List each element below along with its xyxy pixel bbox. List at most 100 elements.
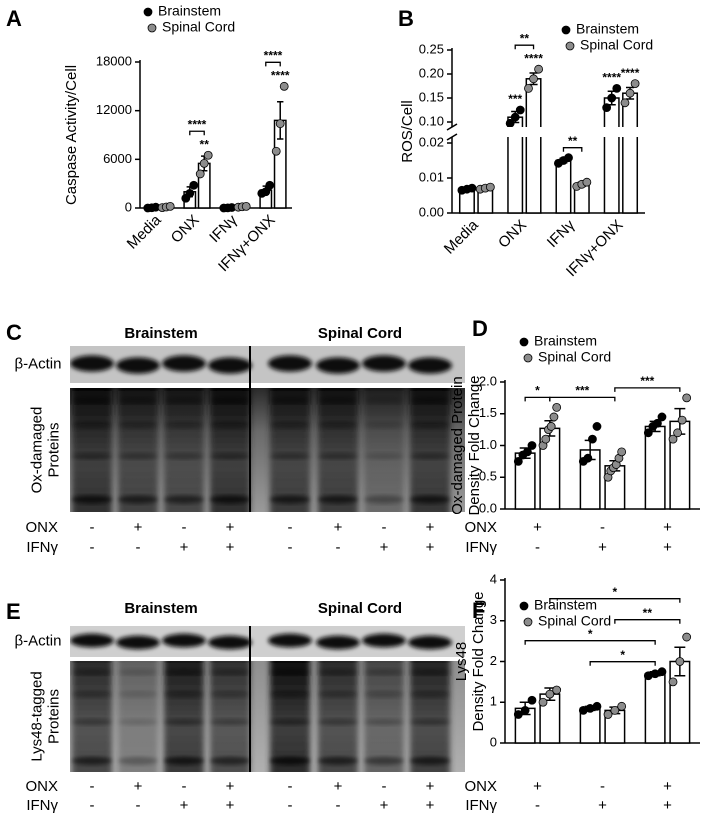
protein-band <box>210 691 250 698</box>
actin-band <box>162 633 206 648</box>
protein-band <box>72 397 112 404</box>
y-tick-label: 0.25 <box>419 41 444 56</box>
significance-label: ** <box>200 137 210 151</box>
panel-letter: E <box>6 599 21 624</box>
panel-letter: C <box>6 320 22 345</box>
protein-lane <box>410 388 450 512</box>
data-point <box>199 158 209 168</box>
condition-sign: + <box>663 778 672 795</box>
data-point <box>529 74 538 84</box>
y-axis-label: ROS/Cell <box>399 100 416 163</box>
data-point <box>538 697 548 707</box>
protein-band <box>410 397 450 404</box>
data-point <box>657 412 667 422</box>
legend-label: Brainstem <box>534 333 597 349</box>
data-point <box>610 706 620 715</box>
condition-label: IFNγ <box>465 539 497 556</box>
y-tick-label: 0.02 <box>419 134 444 149</box>
actin-band <box>116 357 160 374</box>
protein-band <box>270 691 310 698</box>
legend-marker <box>523 617 533 627</box>
protein-band <box>364 691 404 698</box>
row-label: Proteins <box>45 689 62 744</box>
condition-sign: + <box>134 778 143 795</box>
protein-lane <box>164 388 204 512</box>
condition-sign: + <box>533 778 542 795</box>
data-point <box>607 93 617 103</box>
data-point <box>630 79 640 88</box>
data-point <box>513 710 523 719</box>
significance-bracket <box>189 130 205 136</box>
significance-bracket <box>589 661 656 666</box>
condition-sign: - <box>136 797 141 814</box>
protein-lane <box>164 661 204 772</box>
data-point <box>541 434 551 444</box>
protein-band <box>72 756 112 765</box>
data-point <box>552 402 562 412</box>
condition-label: ONX <box>464 778 497 795</box>
protein-band <box>118 422 158 429</box>
protein-band <box>72 453 112 460</box>
significance-bracket <box>549 598 681 603</box>
bar <box>644 425 666 510</box>
condition-sign: + <box>533 519 542 536</box>
axis-break-mark <box>446 133 458 141</box>
condition-sign: - <box>288 519 293 536</box>
protein-band <box>164 422 204 429</box>
group-label: Spinal Cord <box>318 325 402 342</box>
protein-band <box>118 691 158 698</box>
significance-label: **** <box>524 51 543 65</box>
condition-sign: + <box>663 797 672 814</box>
significance-label: ** <box>643 606 653 620</box>
protein-band <box>210 495 250 504</box>
protein-band <box>118 756 158 765</box>
actin-band <box>408 357 452 374</box>
protein-band <box>210 669 250 676</box>
protein-band <box>364 422 404 429</box>
data-point <box>668 677 678 687</box>
data-point <box>527 441 537 450</box>
protein-band <box>270 397 310 404</box>
data-point <box>564 153 573 163</box>
significance-label: **** <box>271 69 290 83</box>
data-point <box>271 146 281 156</box>
legend-marker <box>565 41 575 51</box>
protein-lane <box>118 388 158 512</box>
condition-sign: - <box>90 519 95 536</box>
y-tick-label: 0.01 <box>419 169 444 184</box>
protein-lane <box>72 661 112 772</box>
group-label: Spinal Cord <box>318 600 402 617</box>
actin-band <box>116 635 160 650</box>
legend-marker <box>523 353 533 363</box>
protein-band <box>410 495 450 504</box>
significance-label: **** <box>264 49 283 63</box>
condition-sign: + <box>426 778 435 795</box>
y-tick-label: 0.0 <box>479 500 497 515</box>
actin-band <box>362 355 406 372</box>
condition-sign: - <box>288 797 293 814</box>
y-axis-label: Ox-damaged Protein <box>449 376 466 514</box>
significance-label: *** <box>575 384 589 398</box>
data-point <box>675 657 685 666</box>
data-point <box>265 180 275 190</box>
y-tick-label: 0.15 <box>419 89 444 104</box>
panel-letter: B <box>398 6 414 31</box>
condition-sign: - <box>136 539 141 556</box>
protein-lane <box>118 661 158 772</box>
axis-break-gap <box>446 127 647 137</box>
y-tick-label: 0.20 <box>419 65 444 80</box>
x-tick-label: Media <box>124 211 165 252</box>
protein-band <box>270 756 310 765</box>
actin-band <box>70 355 114 372</box>
protein-lane <box>210 388 250 512</box>
data-point <box>527 695 537 705</box>
significance-bracket <box>265 61 281 67</box>
y-tick-label: 0 <box>490 734 497 749</box>
protein-band <box>318 495 358 504</box>
protein-lane <box>72 388 112 512</box>
actin-band <box>316 635 360 650</box>
data-point <box>534 64 544 74</box>
protein-band <box>72 495 112 504</box>
significance-bracket <box>524 396 551 402</box>
protein-band <box>210 453 250 460</box>
